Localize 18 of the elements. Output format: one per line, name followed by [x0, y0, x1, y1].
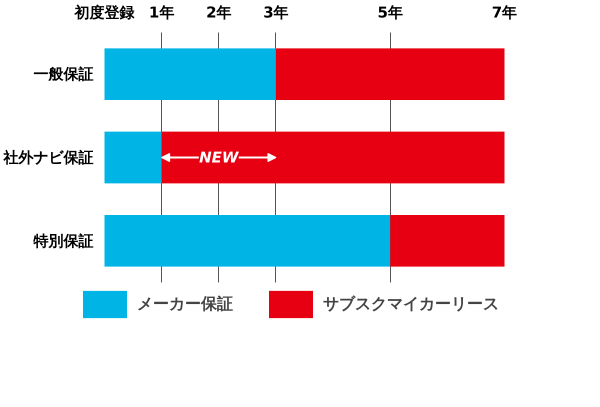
y-tick-label: 特別保証: [32, 232, 94, 250]
bar: [104, 132, 162, 184]
bar: [104, 48, 276, 100]
x-tick-label: 2年: [206, 4, 232, 22]
x-tick-label: 5年: [377, 4, 403, 22]
bar: [390, 215, 504, 267]
bar: [276, 48, 504, 100]
legend-label: サブスクマイカーリース: [323, 294, 499, 314]
annotation: NEW: [199, 148, 240, 166]
y-tick-label: 一般保証: [34, 65, 94, 84]
bar: [104, 215, 390, 267]
bar: [162, 132, 504, 184]
x-tick-label: 1年: [148, 4, 174, 22]
x-tick-label: 7年: [492, 4, 518, 22]
y-tick-label: 社外ナビ保証: [2, 148, 94, 166]
legend-label: メーカー保証: [137, 294, 233, 314]
x-tick-label: 初度登録: [74, 4, 134, 22]
x-tick-label: 3年: [263, 4, 289, 22]
